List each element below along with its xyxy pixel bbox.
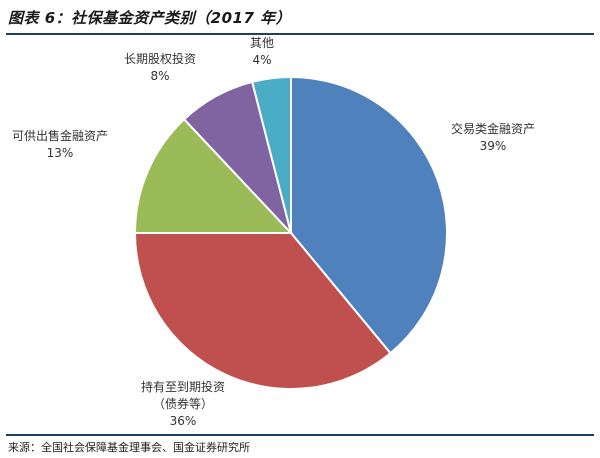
- slice-value-label: 36%: [170, 414, 197, 428]
- pie-slice-other: [250, 75, 292, 234]
- source-rule: [6, 434, 594, 436]
- pie-labels: 交易类金融资产 39% 持有至到期投资 （债券等） 36% 可供出售金融资产 13% 长期股权…: [12, 36, 535, 428]
- slice-value-label: 13%: [47, 146, 74, 160]
- slice-category-label: 交易类金融资产: [451, 121, 535, 136]
- source-note: 来源：全国社会保障基金理事会、国金证券研究所: [8, 441, 250, 454]
- pie-slice-held-to-maturity: [133, 232, 392, 390]
- slice-label-other: 其他 4%: [250, 36, 274, 67]
- slice-value-label: 39%: [480, 139, 507, 153]
- pie-slices: [133, 75, 448, 390]
- slice-label-held-to-maturity: 持有至到期投资 （债券等） 36%: [141, 379, 225, 428]
- slice-category-label: 持有至到期投资: [141, 379, 225, 394]
- slice-category-label: 长期股权投资: [124, 51, 196, 66]
- pie-slice-available-for-sale: [133, 117, 294, 234]
- slice-category-label: 可供出售金融资产: [12, 128, 108, 143]
- title-rule: [6, 33, 594, 35]
- slice-label-trading-financial-assets: 交易类金融资产 39%: [451, 121, 535, 153]
- pie-slice-trading-financial-assets: [290, 75, 448, 355]
- slice-value-label: 8%: [150, 69, 169, 83]
- figure-title: 图表 6：社保基金资产类别（2017 年）: [8, 9, 292, 27]
- slice-label-available-for-sale: 可供出售金融资产 13%: [12, 128, 108, 160]
- slice-category-label: 其他: [250, 36, 274, 50]
- slice-label-long-term-equity: 长期股权投资 8%: [124, 51, 196, 83]
- slice-value-label: 4%: [252, 53, 271, 67]
- slice-category-label: （债券等）: [153, 396, 213, 411]
